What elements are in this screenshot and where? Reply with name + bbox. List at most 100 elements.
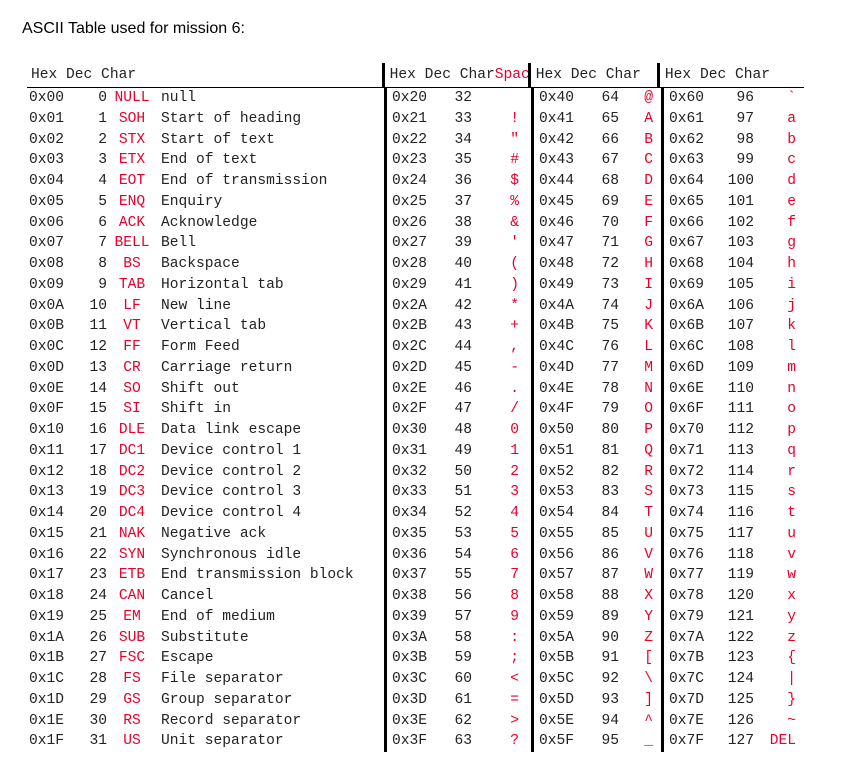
column-group-3: 0x7F 127 DEL	[664, 731, 804, 752]
char-cell: k	[787, 318, 796, 335]
table-row: 0x1C 28 FS File separator 0x3C 60 <0x5C 92 \ 0x7C…	[27, 669, 804, 690]
column-group-3: 0x7D 125}	[664, 690, 804, 711]
column-group-0: 0x1A 26 SUB Substitute	[27, 627, 387, 649]
description-cell: Cancel	[161, 588, 214, 604]
column-group-2: 0x41 65 A	[534, 108, 664, 130]
dec-cell: 73	[601, 276, 619, 293]
column-group-0: 0x0E 14 SO Shift out	[27, 378, 387, 400]
hex-cell: 0x71	[669, 442, 705, 459]
abbr-cell: DC2	[118, 463, 146, 480]
column-group-3: 0x68 104 h	[664, 254, 804, 275]
dec-cell: 26	[89, 629, 107, 646]
char-cell: @	[644, 90, 653, 106]
dec-cell: 50	[454, 463, 472, 480]
dec-cell: 96	[736, 90, 754, 106]
hex-cell: 0x77	[669, 567, 705, 584]
hex-cell: 0x78	[669, 588, 705, 604]
description-cell: Shift out	[161, 380, 240, 397]
hex-cell: 0x44	[539, 173, 575, 189]
hex-cell: 0x48	[539, 256, 575, 272]
hex-cell: 0x4D	[539, 359, 575, 376]
column-group-1: 0x2D 45 -	[387, 357, 534, 379]
dec-cell: 39	[454, 235, 472, 252]
char-cell: j	[787, 297, 796, 314]
char-cell: ,	[510, 339, 519, 355]
dec-cell: 55	[454, 567, 472, 584]
abbr-cell: EOT	[118, 173, 146, 189]
dec-cell: 118	[727, 546, 754, 563]
dec-cell: 127	[727, 733, 754, 750]
hex-cell: 0x79	[669, 608, 705, 625]
hex-cell: 0x28	[392, 256, 428, 272]
dec-cell: 59	[454, 650, 472, 667]
char-cell: x	[787, 588, 796, 604]
hex-cell: 0x2E	[392, 380, 428, 397]
char-cell: |	[787, 671, 796, 687]
char-cell: U	[644, 525, 653, 542]
table-row: 0x00 0 NULL null 0x20 32 0x40 64 @0x60 96 `	[27, 88, 804, 109]
hex-cell: 0x1F	[29, 733, 65, 750]
description-cell: Carriage return	[161, 359, 293, 376]
header-col-2: Hex Dec Char	[531, 63, 660, 87]
description-cell: Device control 4	[161, 505, 302, 521]
column-group-0: 0x03 3 ETX End of text	[27, 150, 387, 171]
dec-cell: 69	[601, 193, 619, 210]
dec-cell: 78	[601, 380, 619, 397]
hex-cell: 0x29	[392, 276, 428, 293]
hex-cell: 0x4F	[539, 401, 575, 418]
abbr-cell: FS	[123, 671, 141, 687]
dec-cell: 97	[736, 110, 754, 127]
column-group-2: 0x58 88 X	[534, 586, 664, 607]
hex-cell: 0x45	[539, 193, 575, 210]
hex-cell: 0x38	[392, 588, 428, 604]
hex-cell: 0x2C	[392, 339, 428, 355]
header-space-label: Space	[494, 67, 530, 83]
hex-cell: 0x65	[669, 193, 705, 210]
table-row: 0x0D 13 CR Carriage return 0x2D 45 - 0x4D 77 M 0x6…	[27, 357, 804, 379]
table-body: 0x00 0 NULL null 0x20 32 0x40 64 @0x60 96 ` 0x01 1 SO…	[27, 88, 804, 752]
column-group-2: 0x5E 94 ^	[534, 710, 664, 732]
char-cell: o	[787, 401, 796, 418]
hex-cell: 0x03	[29, 152, 65, 169]
hex-cell: 0x19	[29, 608, 65, 625]
hex-cell: 0x1A	[29, 629, 65, 646]
column-group-3: 0x72 114 r	[664, 462, 804, 483]
dec-cell: 52	[454, 505, 472, 521]
description-cell: End of transmission	[161, 173, 328, 189]
dec-cell: 29	[89, 691, 107, 708]
hex-cell: 0x72	[669, 463, 705, 480]
char-cell: O	[644, 401, 653, 418]
hex-cell: 0x2A	[392, 297, 428, 314]
table-row: 0x0E 14 SO Shift out 0x2E 46. 0x4E 78 N 0x6E 110 n	[27, 378, 804, 400]
column-group-3: 0x61 97 a	[664, 109, 804, 130]
column-group-0: 0x07 7 BELL Bell	[27, 233, 387, 254]
char-cell: `	[787, 90, 796, 106]
hex-cell: 0x24	[392, 173, 428, 189]
column-group-2: 0x42 66 B	[534, 129, 664, 151]
hex-cell: 0x0E	[29, 380, 65, 397]
dec-cell: 4	[98, 173, 107, 189]
hex-cell: 0x6B	[669, 318, 705, 335]
char-cell: D	[644, 173, 653, 189]
abbr-cell: BELL	[114, 235, 150, 252]
dec-cell: 53	[454, 525, 472, 542]
dec-cell: 33	[454, 110, 472, 127]
dec-cell: 11	[89, 318, 107, 335]
table-row: 0x1F 31 US Unit separator 0x3F 63? 0x5F 95 _ 0x7F…	[27, 731, 804, 752]
table-row: 0x16 22 SYN Synchronous idle 0x36 54 6 0x56 86 V 0…	[27, 544, 804, 566]
header-col-1: Hex Dec CharSpace	[385, 63, 531, 87]
hex-cell: 0x64	[669, 173, 705, 189]
hex-cell: 0x35	[392, 525, 428, 542]
hex-cell: 0x55	[539, 525, 575, 542]
dec-cell: 12	[89, 339, 107, 355]
hex-cell: 0x52	[539, 463, 575, 480]
dec-cell: 114	[727, 463, 754, 480]
char-cell: =	[510, 691, 519, 708]
hex-cell: 0x16	[29, 546, 65, 563]
column-group-2: 0x59 89 Y	[534, 606, 664, 628]
hex-cell: 0x6E	[669, 380, 705, 397]
abbr-cell: VT	[123, 318, 141, 335]
header-row: Hex Dec Char Hex Dec CharSpace Hex Dec C…	[27, 63, 804, 88]
dec-cell: 44	[454, 339, 472, 355]
dec-cell: 64	[601, 90, 619, 106]
